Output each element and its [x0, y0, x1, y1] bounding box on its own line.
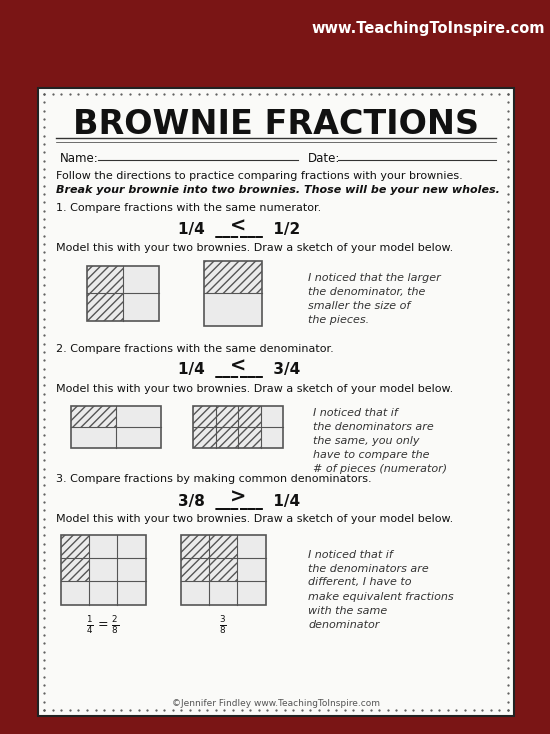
Text: >: >: [230, 488, 246, 507]
Text: 1. Compare fractions with the same numerator.: 1. Compare fractions with the same numer…: [56, 203, 321, 213]
Bar: [216, 405, 238, 426]
Bar: [60, 534, 89, 558]
Bar: [193, 405, 283, 448]
Bar: [87, 266, 123, 293]
Bar: [38, 88, 514, 716]
Text: Date:: Date:: [308, 151, 340, 164]
Bar: [238, 405, 261, 426]
Bar: [193, 426, 216, 448]
Text: ©Jennifer Findley www.TeachingToInspire.com: ©Jennifer Findley www.TeachingToInspire.…: [172, 700, 380, 708]
Bar: [180, 534, 266, 605]
Text: Follow the directions to practice comparing fractions with your brownies.: Follow the directions to practice compar…: [56, 171, 463, 181]
Text: Model this with your two brownies. Draw a sketch of your model below.: Model this with your two brownies. Draw …: [56, 515, 453, 525]
Text: I noticed that if
the denominators are
the same, you only
have to compare the
# : I noticed that if the denominators are t…: [313, 409, 447, 474]
Bar: [60, 534, 146, 605]
Bar: [60, 558, 89, 581]
Bar: [87, 266, 159, 321]
Text: I noticed that if
the denominators are
different, I have to
make equivalent frac: I noticed that if the denominators are d…: [308, 550, 454, 630]
Bar: [180, 534, 209, 558]
Bar: [87, 293, 123, 321]
Text: I noticed that the larger
the denominator, the
smaller the size of
the pieces.: I noticed that the larger the denominato…: [308, 273, 441, 325]
Text: 1/4  ___: 1/4 ___: [178, 222, 238, 238]
Text: $\frac{3}{8}$: $\frac{3}{8}$: [219, 614, 227, 636]
Text: Name:: Name:: [60, 151, 99, 164]
Bar: [180, 558, 209, 581]
Text: www.TeachingToInspire.com: www.TeachingToInspire.com: [311, 21, 545, 35]
Bar: [209, 558, 237, 581]
Text: $\frac{1}{4}$ = $\frac{2}{8}$: $\frac{1}{4}$ = $\frac{2}{8}$: [86, 614, 119, 636]
Text: 3. Compare fractions by making common denominators.: 3. Compare fractions by making common de…: [56, 474, 372, 484]
Bar: [71, 405, 161, 448]
Bar: [216, 426, 238, 448]
Text: <: <: [230, 217, 246, 236]
Text: ___  1/2: ___ 1/2: [240, 222, 300, 238]
Bar: [71, 405, 116, 426]
Text: 2. Compare fractions with the same denominator.: 2. Compare fractions with the same denom…: [56, 344, 334, 354]
Text: Model this with your two brownies. Draw a sketch of your model below.: Model this with your two brownies. Draw …: [56, 243, 453, 253]
Bar: [193, 405, 216, 426]
Bar: [204, 261, 262, 293]
Text: ___  1/4: ___ 1/4: [240, 493, 300, 509]
Bar: [209, 534, 237, 558]
Text: Break your brownie into two brownies. Those will be your new wholes.: Break your brownie into two brownies. Th…: [56, 185, 500, 195]
Text: 1/4  ___: 1/4 ___: [178, 363, 238, 379]
Bar: [204, 261, 262, 325]
Text: 3/8  ___: 3/8 ___: [178, 493, 238, 509]
Text: Model this with your two brownies. Draw a sketch of your model below.: Model this with your two brownies. Draw …: [56, 383, 453, 393]
Text: ___  3/4: ___ 3/4: [240, 363, 300, 379]
Text: <: <: [230, 357, 246, 376]
Text: BROWNIE FRACTIONS: BROWNIE FRACTIONS: [73, 107, 479, 140]
Bar: [238, 426, 261, 448]
